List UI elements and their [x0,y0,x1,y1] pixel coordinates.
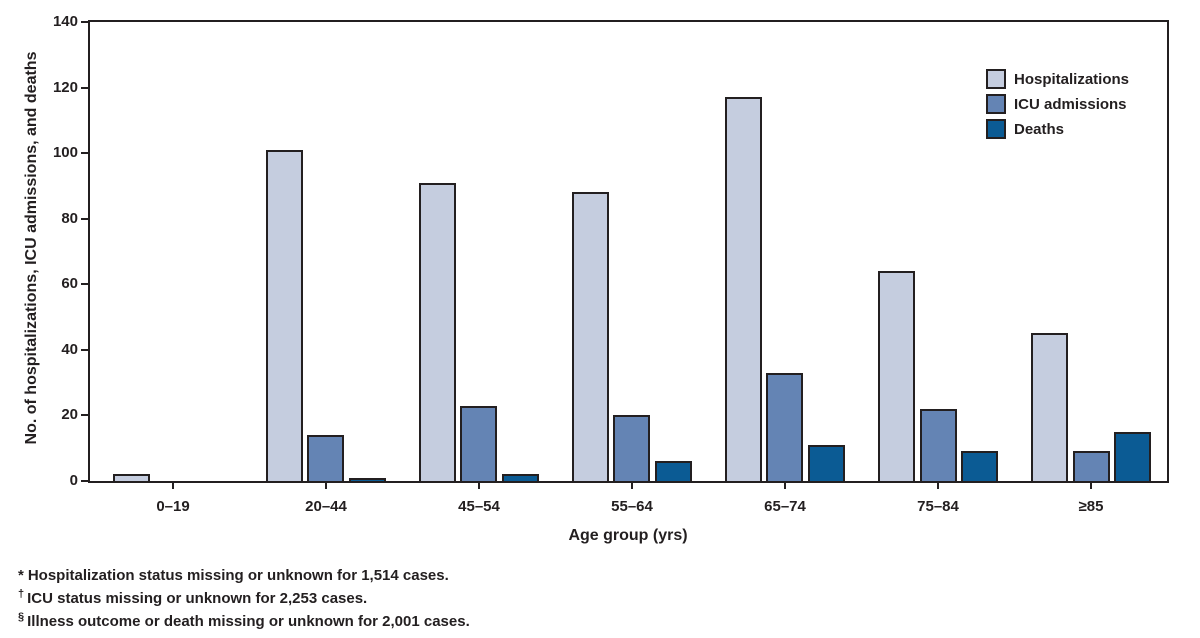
bar-hospitalizations-75-84 [878,271,915,481]
legend-label: ICU admissions [1014,95,1127,113]
y-tick-label: 80 [61,210,78,227]
y-tick-label: 100 [52,144,78,161]
bar-hospitalizations-85 [1031,333,1068,481]
footnote-marker-section: § [18,611,25,623]
footnote-icu: † ICU status missing or unknown for 2,253… [18,585,470,608]
x-tick-label: 20–44 [305,498,347,515]
x-tick-mark [631,483,633,489]
legend-swatch-icon [986,119,1006,139]
y-tick-mark [81,349,88,351]
x-tick-label: 65–74 [764,498,806,515]
y-axis-title: No. of hospitalizations, ICU admissions,… [23,51,40,445]
x-tick-mark [784,483,786,489]
plot-area: Hospitalizations ICU admissions Deaths [88,20,1169,483]
x-tick-label: 55–64 [611,498,653,515]
x-tick-label: 75–84 [917,498,959,515]
y-tick-mark [81,87,88,89]
bar-icu-admissions-75-84 [920,409,957,481]
footnote-text: Illness outcome or death missing or unkn… [27,613,470,630]
bar-hospitalizations-45-54 [419,183,456,481]
legend-label: Deaths [1014,120,1065,138]
x-tick-mark [172,483,174,489]
bar-deaths-45-54 [502,474,539,481]
footnote-hospitalization: * Hospitalization status missing or unkno… [18,566,470,585]
legend-item-icu-admissions: ICU admissions [986,94,1129,114]
x-tick-mark [325,483,327,489]
bar-deaths-75-84 [961,451,998,481]
legend-item-deaths: Deaths [986,119,1129,139]
bar-icu-admissions-65-74 [766,373,803,481]
y-tick-label: 140 [52,13,78,30]
bar-hospitalizations-0-19 [113,474,150,481]
bar-deaths-20-44 [349,478,386,481]
y-tick-mark [81,283,88,285]
x-tick-mark [1090,483,1092,489]
y-tick-label: 20 [61,406,78,423]
bar-icu-admissions-45-54 [460,406,497,481]
y-tick-label: 60 [61,275,78,292]
y-tick-mark [81,21,88,23]
footnotes: * Hospitalization status missing or unkno… [18,566,470,631]
y-tick-mark [81,152,88,154]
bar-hospitalizations-20-44 [266,150,303,481]
footnote-outcome: § Illness outcome or death missing or unk… [18,608,470,631]
bar-deaths-65-74 [808,445,845,481]
y-tick-mark [81,218,88,220]
x-tick-mark [478,483,480,489]
y-tick-label: 0 [69,472,78,489]
footnote-text: Hospitalization status missing or unknow… [27,567,449,584]
bar-hospitalizations-65-74 [725,97,762,481]
x-tick-label: ≥85 [1078,498,1104,515]
y-tick-mark [81,414,88,416]
legend: Hospitalizations ICU admissions Deaths [986,69,1129,144]
footnote-marker-dagger: † [18,588,25,600]
legend-item-hospitalizations: Hospitalizations [986,69,1129,89]
x-tick-label: 0–19 [156,498,190,515]
bar-deaths-85 [1114,432,1151,481]
x-tick-mark [937,483,939,489]
x-axis-title: Age group (yrs) [568,527,688,544]
bar-icu-admissions-85 [1073,451,1110,481]
y-tick-label: 120 [52,79,78,96]
legend-swatch-icon [986,94,1006,114]
footnote-text: ICU status missing or unknown for 2,253 … [27,590,368,607]
footnote-marker-asterisk: * [18,567,24,584]
bar-deaths-55-64 [655,461,692,481]
bar-icu-admissions-55-64 [613,415,650,481]
y-tick-label: 40 [61,341,78,358]
legend-label: Hospitalizations [1014,70,1130,88]
x-tick-label: 45–54 [458,498,500,515]
bar-hospitalizations-55-64 [572,192,609,481]
bar-icu-admissions-20-44 [307,435,344,481]
legend-swatch-icon [986,69,1006,89]
y-tick-mark [81,480,88,482]
